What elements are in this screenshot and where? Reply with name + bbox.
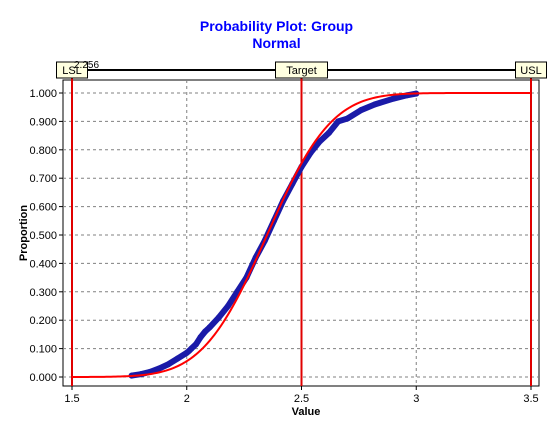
chart-title: Probability Plot: Group [199, 18, 354, 34]
x-axis-title: Value [292, 406, 321, 418]
x-tick-label: 2.5 [294, 393, 309, 405]
y-tick-label: 0.700 [29, 173, 57, 185]
chart-subtitle: Normal [252, 35, 301, 51]
observed-point [165, 361, 172, 368]
observed-point [156, 365, 163, 372]
y-axis-title: Proportion [18, 205, 30, 261]
x-tick-label: 2 [184, 393, 190, 405]
spec-label-lsl: LSL [62, 65, 82, 77]
y-tick-label: 0.600 [29, 202, 57, 214]
observed-point [192, 341, 199, 348]
y-tick-label: 0.500 [29, 230, 57, 242]
y-tick-label: 0.300 [29, 287, 57, 299]
x-tick-label: 3 [413, 393, 419, 405]
y-tick-label: 0.800 [29, 145, 57, 157]
observed-point [188, 345, 195, 352]
x-tick-label: 1.5 [64, 393, 79, 405]
observed-point [206, 324, 213, 331]
observed-point [197, 334, 204, 341]
observed-point [371, 101, 378, 108]
y-tick-label: 0.400 [29, 258, 57, 270]
spec-label-usl: USL [520, 65, 541, 77]
x-tick-label: 3.5 [523, 393, 538, 405]
y-tick-label: 0.000 [29, 372, 57, 384]
observed-point [174, 355, 181, 362]
observed-point [335, 118, 342, 125]
spec-label-box-usl [515, 61, 547, 79]
y-tick-label: 0.200 [29, 315, 57, 327]
spec-label-box-lsl [56, 61, 88, 79]
observed-point [326, 129, 333, 136]
y-tick-label: 0.900 [29, 116, 57, 128]
observed-point [215, 314, 222, 321]
y-tick-label: 0.100 [29, 344, 57, 356]
observed-point [225, 303, 232, 309]
spec-label-target: Target [286, 65, 317, 77]
observed-point [316, 138, 323, 145]
corner-value-label: 2.256 [74, 60, 99, 71]
observed-point [202, 328, 209, 335]
observed-point [358, 107, 365, 114]
spec-label-box-target [275, 61, 328, 79]
y-tick-label: 1.000 [29, 88, 57, 100]
fit-curve [72, 92, 531, 378]
observed-point [344, 115, 351, 122]
observed-point [390, 95, 397, 102]
